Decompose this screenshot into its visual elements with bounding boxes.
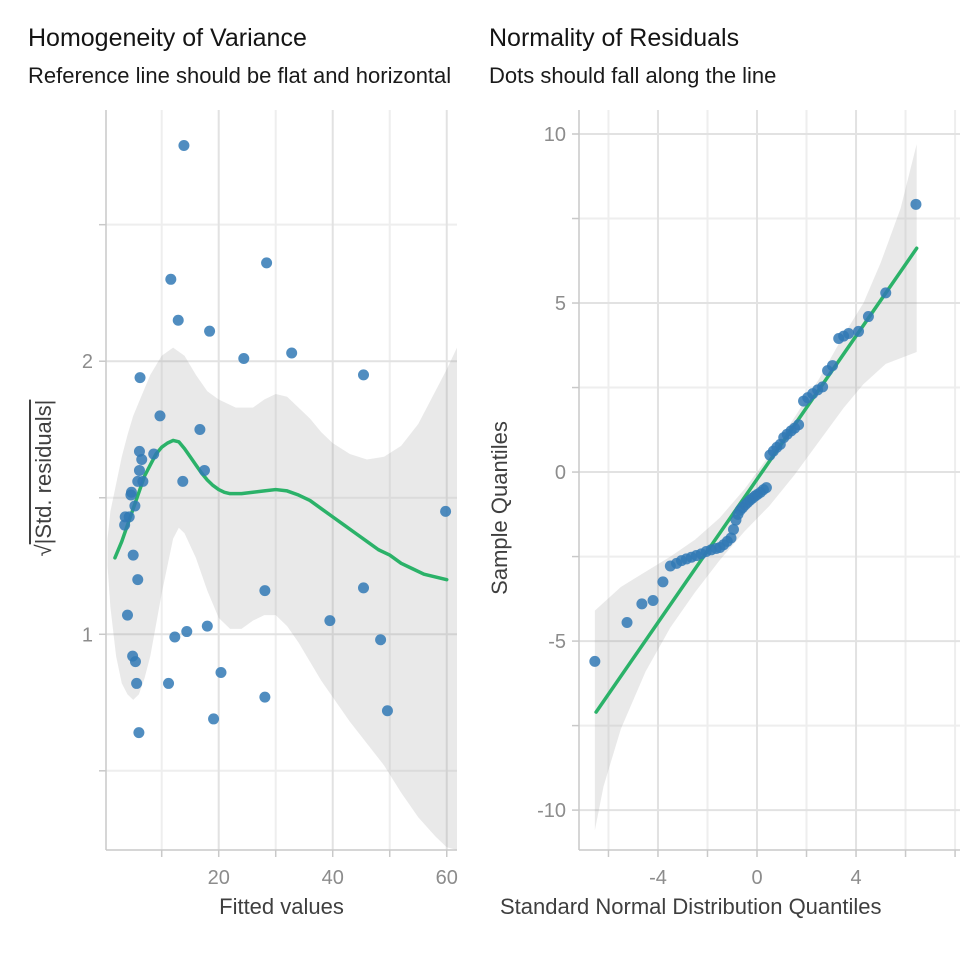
y-tick-label: -10 bbox=[537, 800, 566, 822]
x-tick-label: -4 bbox=[649, 867, 667, 889]
y-tick-label: 0 bbox=[555, 462, 566, 484]
data-point bbox=[198, 464, 210, 476]
data-point bbox=[136, 454, 148, 466]
y-tick-label: 2 bbox=[82, 351, 93, 373]
data-point bbox=[163, 677, 175, 689]
x-tick-label: 60 bbox=[436, 867, 458, 889]
y-axis-title: Sample Quantiles bbox=[487, 421, 512, 595]
confidence-ribbon bbox=[107, 347, 457, 850]
x-axis-title: Standard Normal Distribution Quantiles bbox=[500, 894, 882, 919]
data-point bbox=[760, 482, 772, 494]
data-point bbox=[636, 598, 648, 610]
qq-chart-canvas: -4 0 4 -10 -5 0 5 10 bbox=[537, 110, 960, 889]
data-point bbox=[194, 423, 206, 435]
data-point bbox=[131, 677, 143, 689]
data-point bbox=[827, 360, 839, 372]
data-point bbox=[910, 198, 922, 210]
y-tick-label: 1 bbox=[82, 624, 93, 646]
y-axis-title: √|Std. residuals| bbox=[31, 400, 57, 557]
data-point bbox=[178, 139, 190, 151]
data-point bbox=[201, 620, 213, 632]
x-tick-label: 20 bbox=[208, 867, 230, 889]
data-point bbox=[727, 524, 739, 536]
plot-title: Homogeneity of Variance bbox=[28, 24, 307, 52]
data-point bbox=[137, 475, 149, 487]
data-point bbox=[621, 616, 633, 628]
data-point bbox=[125, 489, 137, 501]
x-tick-label: 40 bbox=[322, 867, 344, 889]
data-point bbox=[121, 609, 133, 621]
data-point bbox=[862, 311, 874, 323]
plot-subtitle: Reference line should be flat and horizo… bbox=[28, 63, 452, 88]
homogeneity-of-variance-plot: Homogeneity of Variance Reference line s… bbox=[28, 24, 458, 919]
data-point bbox=[148, 448, 160, 460]
confidence-ribbon bbox=[594, 144, 917, 831]
data-point bbox=[133, 727, 145, 739]
data-point bbox=[440, 505, 452, 517]
data-point bbox=[204, 325, 216, 337]
data-point bbox=[259, 585, 271, 597]
data-point bbox=[133, 464, 145, 476]
sqrt-radical-symbol: √ bbox=[31, 544, 56, 557]
chart-layers bbox=[107, 139, 457, 850]
data-point bbox=[119, 519, 131, 531]
data-point bbox=[725, 532, 737, 544]
data-point bbox=[286, 347, 298, 359]
data-point bbox=[123, 511, 135, 523]
data-point bbox=[259, 691, 271, 703]
data-point bbox=[375, 634, 387, 646]
data-point bbox=[169, 631, 181, 643]
data-point bbox=[129, 656, 141, 668]
data-point bbox=[817, 381, 829, 393]
data-point bbox=[215, 667, 227, 679]
data-point bbox=[657, 576, 669, 588]
data-point bbox=[177, 475, 189, 487]
x-tick-label: 0 bbox=[751, 867, 762, 889]
x-axis-title: Fitted values bbox=[219, 894, 344, 919]
data-point bbox=[324, 615, 336, 627]
data-point bbox=[793, 419, 805, 431]
data-point bbox=[172, 314, 184, 326]
data-point bbox=[134, 372, 146, 384]
y-tick-label: 5 bbox=[555, 293, 566, 315]
y-tick-label: 10 bbox=[544, 124, 566, 146]
data-point bbox=[843, 327, 855, 339]
homogeneity-chart-canvas: 20 40 60 1 2 bbox=[82, 110, 458, 889]
data-point bbox=[261, 257, 273, 269]
data-point bbox=[165, 273, 177, 285]
data-point bbox=[129, 500, 141, 512]
data-point bbox=[358, 582, 370, 594]
data-point bbox=[181, 626, 193, 638]
data-point bbox=[853, 325, 865, 337]
normality-of-residuals-plot: Normality of Residuals Dots should fall … bbox=[480, 0, 960, 960]
plot-subtitle: Dots should fall along the line bbox=[489, 63, 777, 88]
data-point bbox=[208, 713, 220, 725]
data-point bbox=[381, 705, 393, 717]
data-point bbox=[154, 410, 166, 422]
data-point bbox=[132, 574, 144, 586]
plot-title: Normality of Residuals bbox=[489, 24, 740, 52]
data-point bbox=[647, 595, 659, 607]
data-point bbox=[238, 352, 250, 364]
chart-layers bbox=[589, 144, 922, 831]
data-point bbox=[358, 369, 370, 381]
data-point bbox=[127, 549, 139, 561]
data-point bbox=[589, 655, 601, 667]
data-point bbox=[880, 287, 892, 299]
x-tick-label: 4 bbox=[850, 867, 861, 889]
reference-line bbox=[594, 246, 919, 714]
y-tick-label: -5 bbox=[548, 631, 566, 653]
y-axis-title-text: |Std. residuals| bbox=[31, 399, 56, 545]
